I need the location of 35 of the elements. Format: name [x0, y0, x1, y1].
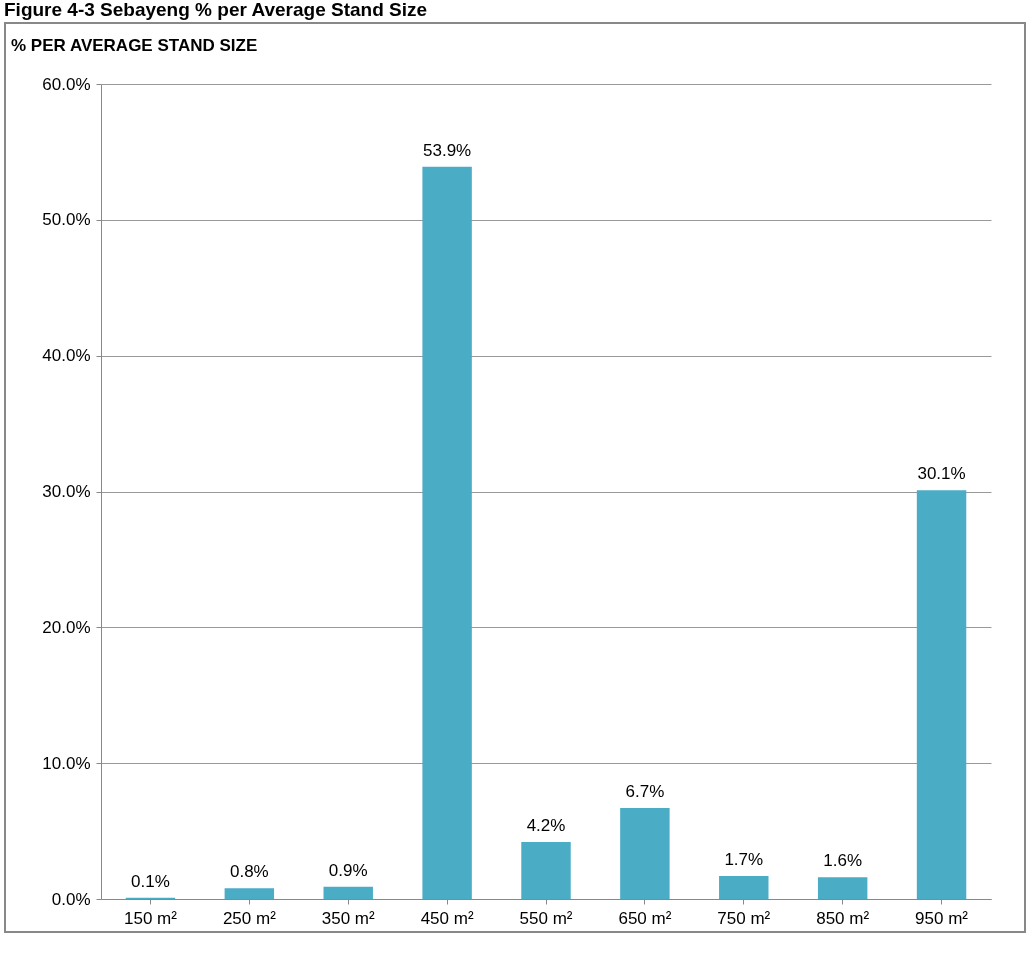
- bar: [224, 888, 275, 899]
- data-label: 1.6%: [823, 851, 863, 871]
- chart-title: Figure 4-3 Sebayeng % per Average Stand Size: [4, 0, 429, 22]
- y-tick-label: 50.0%: [42, 210, 91, 230]
- y-tick-label: 30.0%: [42, 482, 91, 501]
- data-label: 1.7%: [724, 849, 764, 869]
- x-tick-label: 950 m²: [915, 908, 969, 928]
- bar: [323, 886, 373, 899]
- data-label: 53.9%: [423, 140, 472, 160]
- x-tick-label: 150 m²: [123, 908, 178, 928]
- bar: [620, 807, 670, 899]
- data-label: 6.7%: [625, 781, 665, 801]
- bar: [521, 841, 571, 899]
- data-label: 0.9%: [328, 860, 368, 880]
- x-tick-label: 450 m²: [420, 908, 474, 928]
- bar: [719, 875, 769, 899]
- y-tick-label: 60.0%: [42, 74, 91, 94]
- data-label: 4.2%: [526, 815, 566, 835]
- x-tick-label: 850 m²: [816, 908, 870, 928]
- chart-subtitle: % PER AVERAGE STAND SIZE: [11, 36, 258, 55]
- data-label: 0.8%: [229, 862, 269, 882]
- bar: [422, 166, 472, 899]
- x-tick-label: 250 m²: [222, 908, 277, 928]
- y-tick-label: 0.0%: [51, 889, 91, 909]
- data-label: 0.1%: [131, 871, 170, 891]
- x-tick-label: 650 m²: [618, 908, 672, 928]
- x-tick-label: 550 m²: [519, 908, 573, 928]
- x-tick-label: 350 m²: [321, 908, 376, 928]
- bar: [916, 490, 967, 899]
- x-tick-label: 750 m²: [717, 908, 771, 928]
- data-label: 30.1%: [917, 464, 966, 484]
- y-tick-label: 40.0%: [42, 346, 91, 366]
- bar: [817, 877, 868, 899]
- y-tick-label: 20.0%: [42, 617, 91, 637]
- y-tick-label: 10.0%: [42, 753, 91, 773]
